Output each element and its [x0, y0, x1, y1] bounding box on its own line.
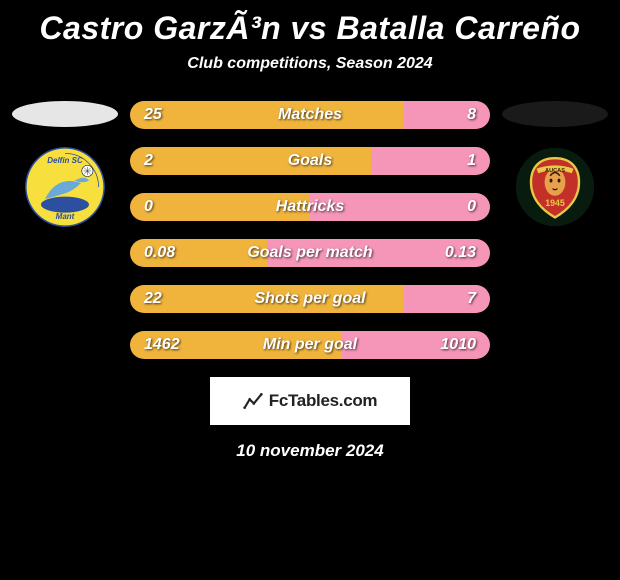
stat-value-left: 25	[144, 106, 162, 124]
left-player-side: Delfin SC Mant	[10, 101, 120, 227]
date: 10 november 2024	[10, 441, 610, 461]
stat-label: Min per goal	[263, 336, 357, 354]
right-player-side: AUCAS 1945	[500, 101, 610, 227]
stat-row: 0 0 Hattricks	[130, 193, 490, 221]
svg-text:Mant: Mant	[56, 212, 75, 221]
left-player-ellipse	[12, 101, 118, 127]
stat-value-right: 8	[467, 106, 476, 124]
stat-row: 1462 1010 Min per goal	[130, 331, 490, 359]
stats-bars: 25 8 Matches 2 1 Goals 0 0 Hattricks 0.08 0.13 Goal…	[130, 101, 490, 359]
stat-bar-right	[404, 285, 490, 313]
stat-row: 22 7 Shots per goal	[130, 285, 490, 313]
svg-text:Delfin SC: Delfin SC	[47, 156, 83, 165]
subtitle: Club competitions, Season 2024	[10, 55, 610, 73]
stat-value-left: 1462	[144, 336, 180, 354]
stat-value-right: 0.13	[445, 244, 476, 262]
stat-label: Matches	[278, 106, 342, 124]
stat-value-right: 0	[467, 198, 476, 216]
stat-value-right: 7	[467, 290, 476, 308]
stat-label: Goals	[288, 152, 332, 170]
stat-value-left: 22	[144, 290, 162, 308]
stat-row: 25 8 Matches	[130, 101, 490, 129]
page-title: Castro GarzÃ³n vs Batalla Carreño	[10, 10, 610, 47]
watermark-text: FcTables.com	[269, 391, 378, 411]
stat-value-right: 1010	[440, 336, 476, 354]
stat-value-left: 0.08	[144, 244, 175, 262]
stat-bar-left	[130, 147, 371, 175]
stat-label: Goals per match	[247, 244, 372, 262]
left-club-crest: Delfin SC Mant	[25, 147, 105, 227]
comparison-panel: Delfin SC Mant 25 8 Matches 2 1 Goals 0 0 Hattri…	[10, 101, 610, 359]
chart-icon	[243, 391, 263, 411]
stat-row: 0.08 0.13 Goals per match	[130, 239, 490, 267]
stat-label: Hattricks	[276, 198, 344, 216]
svg-text:AUCAS: AUCAS	[545, 168, 565, 174]
stat-label: Shots per goal	[254, 290, 365, 308]
right-club-crest: AUCAS 1945	[515, 147, 595, 227]
stat-row: 2 1 Goals	[130, 147, 490, 175]
right-player-ellipse	[502, 101, 608, 127]
svg-text:1945: 1945	[545, 198, 565, 208]
stat-bar-left	[130, 101, 404, 129]
stat-value-right: 1	[467, 152, 476, 170]
stat-value-left: 0	[144, 198, 153, 216]
watermark: FcTables.com	[210, 377, 410, 425]
stat-value-left: 2	[144, 152, 153, 170]
stat-bar-right	[404, 101, 490, 129]
